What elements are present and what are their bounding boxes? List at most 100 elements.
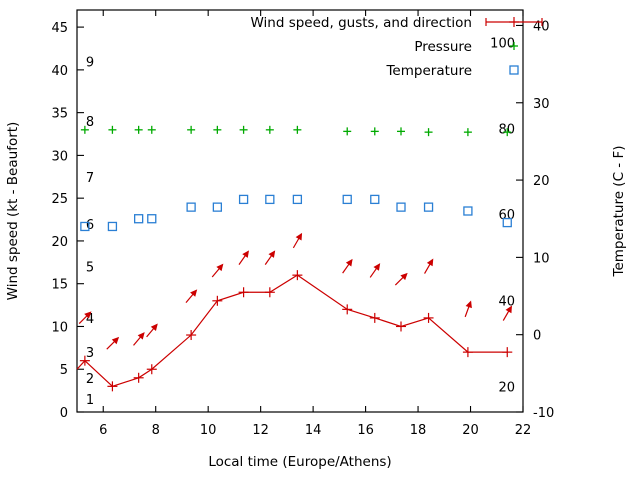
temperature-point xyxy=(342,194,352,205)
fahrenheit-label: 60 xyxy=(498,208,515,223)
x-tick-label: 14 xyxy=(305,423,322,438)
beaufort-label: 9 xyxy=(86,55,94,70)
beaufort-scale-labels: 1 2 3 4 5 6 7 8 9 xyxy=(86,55,94,408)
fahrenheit-label: 20 xyxy=(498,380,515,395)
temperature-point xyxy=(238,194,249,205)
pressure-point xyxy=(463,128,472,137)
legend-item: Temperature xyxy=(385,63,519,79)
wind-direction-arrow xyxy=(464,300,472,318)
beaufort-label: 2 xyxy=(86,372,94,387)
y-left-tick-label: 20 xyxy=(51,235,68,250)
wind-speed-point xyxy=(238,287,249,298)
wind-speed-point xyxy=(264,287,275,298)
y-axis-left-title: Wind speed (kt - Beaufort) xyxy=(5,122,21,301)
pressure-point xyxy=(239,125,248,134)
temperature-point xyxy=(396,202,406,212)
y-left-tick-label: 0 xyxy=(60,406,68,421)
wind-speed-point xyxy=(342,304,353,315)
wind-speed-point xyxy=(292,270,303,281)
pressure-point xyxy=(424,128,433,137)
y-right-tick-label: 10 xyxy=(533,251,550,266)
x-axis-title: Local time (Europe/Athens) xyxy=(208,454,391,470)
temperature-point xyxy=(292,194,303,205)
pressure-point xyxy=(80,125,89,134)
wind-direction-arrow xyxy=(78,311,92,324)
wind-direction-arrow xyxy=(146,323,158,338)
y-left-tick-label: 35 xyxy=(51,107,68,122)
wind-speed-point xyxy=(186,330,197,341)
beaufort-label: 4 xyxy=(86,312,94,327)
wind-direction-arrow xyxy=(133,332,145,346)
wind-direction-arrow xyxy=(502,305,512,321)
wind-speed-point xyxy=(212,295,223,306)
wind-speed-point xyxy=(146,364,157,375)
wind-direction-arrow xyxy=(424,258,434,274)
x-tick-label: 6 xyxy=(99,423,107,438)
beaufort-label: 7 xyxy=(86,171,94,186)
pressure-point xyxy=(293,125,302,134)
y-axis-left-ticks: 0 5 10 15 20 25 30 35 40 45 xyxy=(51,21,84,421)
y-left-tick-label: 25 xyxy=(51,192,68,207)
chart-legend: Wind speed, gusts, and direction Pressure… xyxy=(250,15,543,79)
y-right-tick-label: -10 xyxy=(533,406,554,421)
pressure-point xyxy=(134,125,143,134)
temperature-series xyxy=(80,194,512,232)
x-tick-label: 10 xyxy=(200,423,217,438)
wind-direction-arrow xyxy=(369,263,381,278)
wind-direction-arrows xyxy=(78,232,512,350)
wind-direction-arrow xyxy=(106,336,120,350)
x-tick-label: 22 xyxy=(515,423,532,438)
pressure-point xyxy=(213,125,222,134)
wind-speed-point xyxy=(462,347,473,358)
wind-speed-point xyxy=(423,312,434,323)
wind-direction-arrow xyxy=(342,258,353,274)
pressure-point xyxy=(147,125,156,134)
pressure-series xyxy=(80,125,512,137)
temperature-point xyxy=(80,221,90,232)
wind-direction-arrow xyxy=(211,263,224,278)
y-right-tick-label: 20 xyxy=(533,174,550,189)
y-left-tick-label: 10 xyxy=(51,320,68,335)
plot-frame xyxy=(76,9,524,413)
y-right-tick-label: 40 xyxy=(533,19,550,34)
y-left-tick-label: 40 xyxy=(51,64,68,79)
beaufort-label: 1 xyxy=(86,393,94,408)
legend-item-label: Temperature xyxy=(385,63,472,79)
pressure-point xyxy=(397,127,406,136)
wind-speed-series xyxy=(76,270,513,392)
y-left-tick-label: 30 xyxy=(51,149,68,164)
wind-speed-point xyxy=(79,355,90,366)
temperature-point xyxy=(134,214,144,224)
fahrenheit-label: 100 xyxy=(490,36,515,51)
wind-direction-arrow xyxy=(264,250,276,265)
fahrenheit-label: 40 xyxy=(498,295,515,310)
x-tick-label: 8 xyxy=(152,423,160,438)
temperature-point xyxy=(147,214,157,224)
y-left-tick-label: 15 xyxy=(51,278,68,293)
pressure-point xyxy=(265,125,274,134)
legend-item-label: Wind speed, gusts, and direction xyxy=(250,15,472,31)
temperature-point xyxy=(186,202,196,212)
x-tick-label: 16 xyxy=(357,423,374,438)
wind-speed-point xyxy=(502,347,513,358)
fahrenheit-scale-labels: 20406080100 xyxy=(490,36,515,395)
y-right-tick-label: 30 xyxy=(533,97,550,112)
y-axis-right-ticks: -10 0 10 20 30 40 xyxy=(516,19,554,421)
wind-direction-arrow xyxy=(394,272,408,286)
temperature-point xyxy=(502,217,512,228)
wind-speed-point xyxy=(369,312,380,323)
temperature-point xyxy=(265,194,275,205)
legend-item: Wind speed, gusts, and direction xyxy=(250,15,543,31)
wind-direction-arrow xyxy=(185,289,198,304)
beaufort-label: 6 xyxy=(86,218,94,233)
x-tick-label: 20 xyxy=(462,423,479,438)
plot-border xyxy=(76,9,524,413)
wind-direction-arrow xyxy=(238,250,249,265)
temperature-point xyxy=(370,194,380,205)
wind-speed-point xyxy=(396,321,407,332)
pressure-point xyxy=(370,127,379,136)
temperature-point xyxy=(107,221,118,232)
beaufort-label: 5 xyxy=(86,261,94,276)
